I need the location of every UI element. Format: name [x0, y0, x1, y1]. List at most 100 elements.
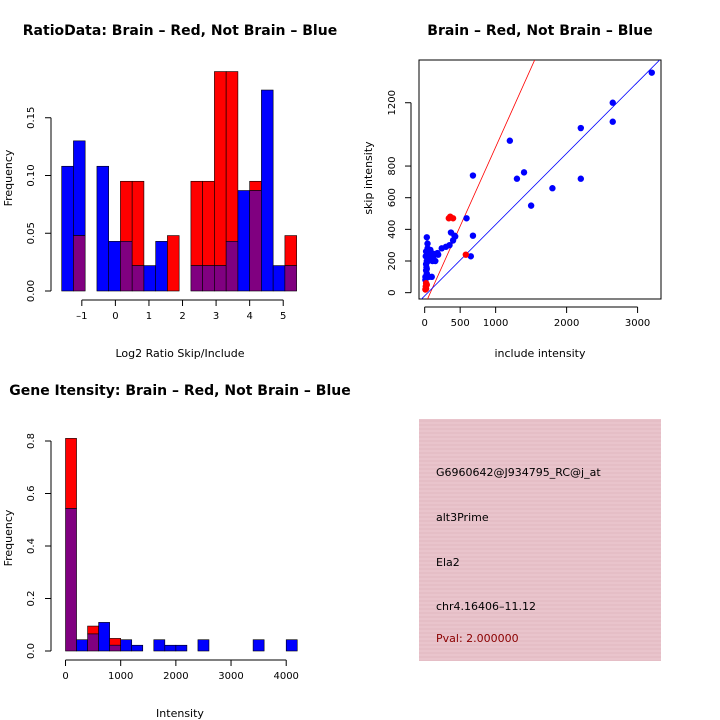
blue-data-point: [469, 172, 477, 179]
blue-data-point: [438, 245, 445, 252]
y-tick-label: 0: [387, 289, 398, 295]
histogram-bar-overlap: [87, 633, 99, 652]
blue-data-point: [648, 69, 655, 76]
scatter-title: Brain – Red, Not Brain – Blue: [427, 23, 652, 39]
y-tick-label: 0.4: [26, 538, 37, 554]
histogram-bar: [153, 639, 166, 652]
info-panel: G6960642@J934795_RC@j_at alt3Prime Ela2 …: [419, 419, 661, 661]
histogram-bar-overlap: [284, 265, 297, 292]
histogram-bar: [202, 180, 215, 266]
x-tick-label: 5: [280, 311, 286, 322]
blue-data-point: [527, 202, 535, 209]
blue-data-point: [423, 265, 431, 273]
histogram-bar: [164, 644, 177, 652]
x-tick-label: 0: [112, 311, 118, 322]
histogram-bar: [120, 639, 133, 652]
histogram-bar: [155, 241, 168, 292]
histogram-bar: [61, 165, 74, 292]
histogram-bar: [225, 71, 239, 242]
blue-data-point: [577, 124, 585, 132]
blue-data-point: [609, 118, 616, 125]
ratio-histogram-xlabel: Log2 Ratio Skip/Include: [115, 347, 244, 360]
histogram-bar: [252, 639, 265, 652]
y-tick-label: 1200: [387, 90, 398, 115]
histogram-bar: [261, 89, 274, 292]
histogram-bar: [167, 235, 180, 292]
histogram-bar-overlap: [131, 265, 145, 292]
blue-data-point: [513, 175, 521, 182]
histogram-bar: [190, 180, 203, 266]
gene-histogram-xlabel: Intensity: [156, 707, 204, 720]
blue-data-point: [449, 237, 457, 244]
histogram-bar: [120, 180, 133, 242]
histogram-bar: [284, 235, 297, 266]
location-text: chr4.16406–11.12: [436, 600, 536, 613]
histogram-bar-overlap: [73, 235, 86, 292]
scatter-fit-lines: [420, 60, 661, 299]
histogram-bar: [237, 190, 250, 292]
x-tick-label: 2000: [163, 671, 188, 682]
histogram-bar: [214, 71, 227, 266]
y-tick-label: 0.2: [26, 591, 37, 607]
red-data-point: [462, 251, 470, 258]
blue-data-point: [432, 257, 439, 265]
histogram-bar: [285, 639, 298, 652]
histogram-bar: [98, 622, 110, 652]
blue-data-point: [463, 215, 470, 222]
gene-intensity-histogram: Gene Itensity: Brain – Red, Not Brain – …: [2, 383, 351, 720]
ratio-histogram: RatioData: Brain – Red, Not Brain – Blue…: [2, 23, 337, 360]
scatter-axes: 0 500 1000 2000 3000 0 200 400 600 800 1200: [387, 90, 650, 329]
blue-data-point: [422, 248, 430, 255]
blue-data-point: [423, 234, 431, 241]
histogram-bar-overlap: [190, 265, 203, 292]
gene-histogram-axes: 0 1000 2000 3000 4000 0.0 0.2 0.4 0.6 0.8: [26, 433, 299, 682]
x-tick-label: 3000: [218, 671, 243, 682]
y-tick-label: 0.8: [26, 433, 37, 449]
y-tick-label: 400: [387, 220, 398, 239]
gene-histogram-ylabel: Frequency: [2, 509, 15, 566]
blue-data-point: [447, 229, 455, 236]
gene-histogram-title: Gene Itensity: Brain – Red, Not Brain – …: [9, 383, 351, 399]
histogram-bar-overlap: [120, 241, 133, 292]
blue-data-point: [520, 169, 528, 176]
histogram-bar: [96, 165, 109, 292]
histogram-bar: [272, 265, 286, 292]
ratio-histogram-axes: –1 0 1 2 3 4 5 0.00 0.05 0.10 0.15: [26, 107, 286, 322]
histogram-bar: [197, 639, 210, 652]
histogram-bar: [109, 638, 121, 646]
y-tick-label: 0.15: [26, 107, 37, 129]
histogram-bar: [249, 180, 262, 191]
y-tick-label: 0.05: [26, 222, 37, 244]
x-tick-label: 3000: [625, 318, 650, 329]
y-tick-label: 200: [387, 251, 398, 270]
blue-reference-line: [420, 60, 661, 299]
y-tick-label: 0.10: [26, 164, 37, 186]
red-reference-line: [427, 60, 536, 299]
blue-data-point: [577, 175, 585, 182]
scatter-ylabel: skip intensity: [362, 141, 375, 215]
histogram-bar-overlap: [225, 241, 239, 292]
x-tick-label: 500: [451, 318, 470, 329]
histogram-bar-overlap: [202, 265, 215, 292]
blue-data-point: [428, 273, 435, 281]
blue-data-point: [609, 99, 616, 106]
x-tick-label: 2000: [554, 318, 579, 329]
ratio-histogram-title: RatioData: Brain – Red, Not Brain – Blue: [23, 23, 337, 39]
blue-data-point: [469, 232, 477, 239]
histogram-bar: [175, 644, 188, 652]
ratio-histogram-bars: [61, 71, 297, 292]
x-tick-label: 0: [421, 318, 427, 329]
histogram-bar-overlap: [214, 265, 227, 292]
histogram-bar: [108, 241, 121, 292]
y-tick-label: 0.6: [26, 486, 37, 502]
x-tick-label: –1: [76, 311, 87, 322]
histogram-bar: [73, 140, 86, 236]
probe-id-text: G6960642@J934795_RC@j_at: [436, 466, 601, 479]
histogram-bar: [143, 265, 156, 292]
x-tick-label: 2: [179, 311, 185, 322]
red-data-point: [447, 213, 454, 220]
histogram-bar: [65, 438, 77, 509]
scatter-xlabel: include intensity: [494, 347, 586, 360]
x-tick-label: 0: [62, 671, 68, 682]
